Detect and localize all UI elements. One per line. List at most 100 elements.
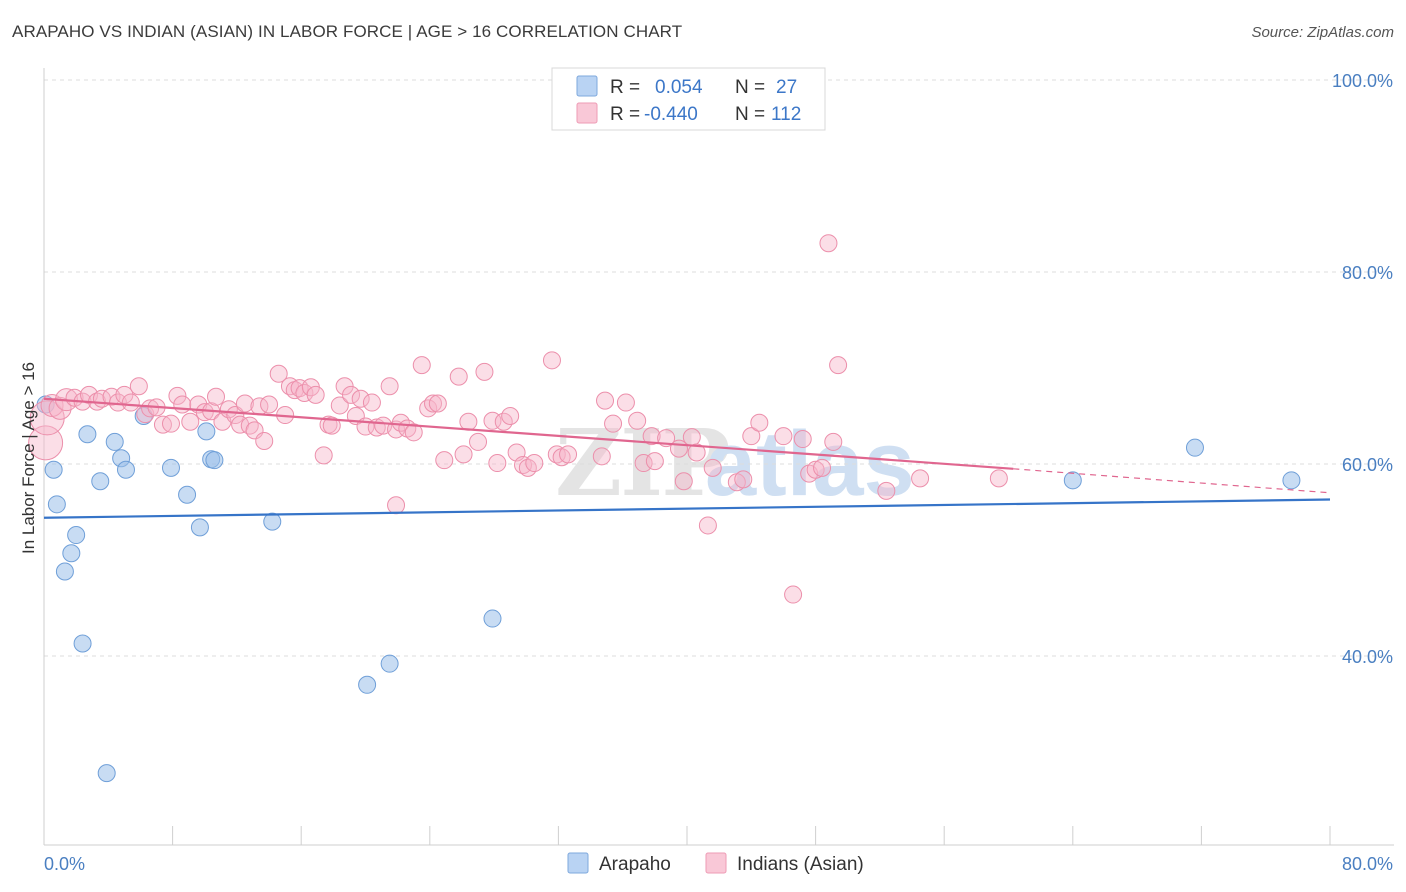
- point-indians-asian: [428, 394, 447, 413]
- point-indians-asian: [475, 362, 494, 381]
- x-tick-label: 0.0%: [44, 854, 85, 874]
- point-arapaho: [73, 634, 92, 653]
- point-indians-asian: [674, 472, 693, 491]
- point-indians-asian: [750, 413, 769, 432]
- point-indians-asian: [634, 454, 653, 473]
- point-indians-asian: [129, 377, 148, 396]
- point-arapaho: [263, 512, 282, 531]
- source-label: Source: ZipAtlas.com: [1251, 24, 1394, 41]
- point-indians-asian: [877, 481, 896, 500]
- point-indians-asian: [449, 367, 468, 386]
- point-arapaho: [178, 485, 197, 504]
- point-arapaho: [116, 460, 135, 479]
- legend-r-label-1: R =: [610, 77, 640, 98]
- y-tick-label: 40.0%: [1342, 647, 1393, 667]
- grid-lines: [44, 79, 1394, 657]
- point-indians-asian: [342, 385, 361, 404]
- point-indians-asian: [362, 393, 381, 412]
- point-indians-asian: [742, 427, 761, 446]
- series-indians-asian-points: [28, 234, 1008, 604]
- legend-r-value-1: 0.054: [655, 77, 703, 98]
- point-indians-asian: [235, 394, 254, 413]
- point-arapaho: [1063, 471, 1082, 490]
- point-indians-asian: [322, 416, 341, 435]
- point-indians-asian: [824, 432, 843, 451]
- legend-n-value-1: 27: [776, 77, 797, 98]
- point-indians-asian: [330, 396, 349, 415]
- point-arapaho: [197, 422, 216, 441]
- point-indians-asian: [469, 432, 488, 451]
- point-indians-asian: [525, 454, 544, 473]
- legend-indians-asian: Indians (Asian): [737, 854, 864, 875]
- point-indians-asian: [404, 423, 423, 442]
- series-arapaho-points: [36, 395, 1301, 783]
- legend-n-value-2: 112: [771, 104, 801, 125]
- point-indians-asian: [734, 470, 753, 489]
- point-indians-asian: [703, 458, 722, 477]
- point-arapaho: [47, 495, 66, 514]
- point-indians-asian: [604, 414, 623, 433]
- point-indians-asian: [207, 387, 226, 406]
- point-indians-asian: [240, 416, 259, 435]
- point-indians-asian: [628, 411, 647, 430]
- point-indians-asian: [989, 469, 1008, 488]
- point-indians-asian: [173, 395, 192, 414]
- point-arapaho: [380, 654, 399, 673]
- legend-r-label-2: R =: [610, 104, 640, 125]
- point-arapaho: [1185, 438, 1204, 457]
- y-axis-label: In Labor Force | Age > 16: [19, 362, 38, 554]
- chart-title: ARAPAHO VS INDIAN (ASIAN) IN LABOR FORCE…: [12, 22, 683, 41]
- bottom-swatch-indians: [705, 852, 727, 874]
- point-indians-asian: [161, 414, 180, 433]
- point-indians-asian: [424, 394, 443, 413]
- point-indians-asian: [141, 399, 160, 418]
- point-indians-asian: [168, 386, 187, 405]
- point-arapaho: [105, 432, 124, 451]
- point-indians-asian: [459, 412, 478, 431]
- point-arapaho: [55, 562, 74, 581]
- y-tick-label: 60.0%: [1342, 455, 1393, 475]
- point-arapaho: [44, 460, 63, 479]
- point-arapaho: [67, 526, 86, 545]
- point-indians-asian: [29, 400, 65, 436]
- point-indians-asian: [819, 234, 838, 253]
- point-arapaho: [62, 544, 81, 563]
- legend-arapaho: Arapaho: [599, 854, 671, 875]
- trend-line-arapaho: [43, 498, 1331, 519]
- point-indians-asian: [435, 451, 454, 470]
- point-indians-asian: [115, 385, 134, 404]
- point-indians-asian: [501, 407, 520, 425]
- point-indians-asian: [813, 458, 832, 477]
- legend-n-label-2: N =: [735, 104, 765, 125]
- point-indians-asian: [806, 460, 825, 479]
- point-indians-asian: [642, 427, 661, 446]
- point-indians-asian: [380, 377, 399, 396]
- point-indians-asian: [314, 446, 333, 465]
- point-indians-asian: [269, 364, 288, 383]
- point-indians-asian: [454, 445, 473, 464]
- point-indians-asian: [596, 391, 615, 410]
- legend-r-value-2: -0.440: [644, 104, 698, 125]
- point-indians-asian: [351, 389, 370, 408]
- point-indians-asian: [306, 385, 325, 404]
- x-tick-label: 80.0%: [1342, 854, 1393, 874]
- point-arapaho: [483, 609, 502, 628]
- point-arapaho: [97, 764, 116, 783]
- point-arapaho: [190, 518, 209, 537]
- point-arapaho: [161, 458, 180, 477]
- stats-legend: R = 0.054 N = 27 R = -0.440 N = 112: [551, 67, 826, 131]
- series-legend: Arapaho Indians (Asian): [567, 852, 864, 875]
- point-indians-asian: [559, 445, 578, 464]
- trend-line-indians-asian-extension: [1013, 468, 1331, 494]
- point-indians-asian: [255, 431, 274, 450]
- legend-swatch-indians: [576, 102, 598, 124]
- legend-swatch-arapaho: [576, 75, 598, 97]
- point-indians-asian: [514, 455, 533, 474]
- point-indians-asian: [911, 469, 930, 488]
- point-indians-asian: [616, 393, 635, 412]
- trend-line-indians-asian: [43, 397, 1014, 470]
- point-indians-asian: [181, 412, 200, 431]
- point-arapaho: [358, 675, 377, 694]
- point-indians-asian: [412, 356, 431, 375]
